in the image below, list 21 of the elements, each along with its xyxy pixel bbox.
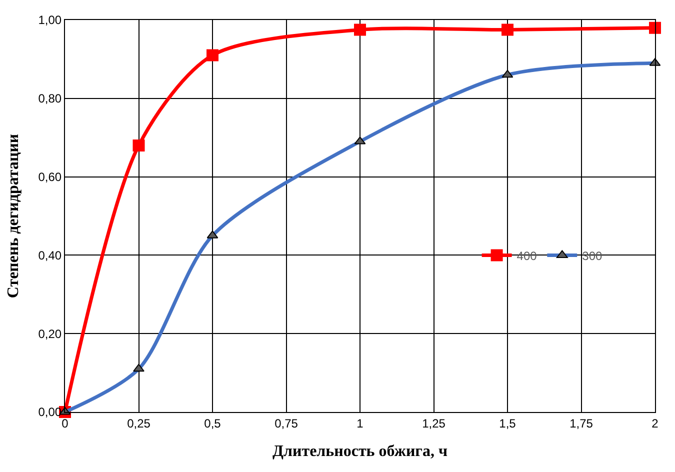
y-tick-label: 0,60 [38, 170, 62, 184]
x-tick-label: 1,75 [570, 416, 594, 430]
y-tick-label: 0,80 [38, 92, 62, 106]
x-tick-label: 2 [652, 416, 659, 430]
point [132, 139, 145, 152]
y-tick-label: 0,20 [38, 326, 62, 341]
x-tick-label: 1,5 [499, 416, 516, 430]
y-tick-label: 0,40 [38, 248, 62, 262]
x-tick-label: 0 [62, 416, 69, 430]
x-tick-label: 0,75 [274, 416, 298, 430]
x-tick-label: 0,5 [204, 416, 222, 430]
x-tick-label: 0,25 [127, 416, 151, 430]
x-tick-label: 1,25 [422, 416, 446, 430]
y-tick-label: 1,00 [38, 13, 62, 28]
x-axis-title: Длительность обжига, ч [272, 443, 448, 460]
point [502, 24, 514, 36]
x-tick-label: 1 [356, 416, 364, 430]
point [206, 49, 218, 62]
point [649, 22, 661, 34]
y-axis-title: Степень дегидратации [5, 134, 22, 298]
point [354, 24, 366, 36]
